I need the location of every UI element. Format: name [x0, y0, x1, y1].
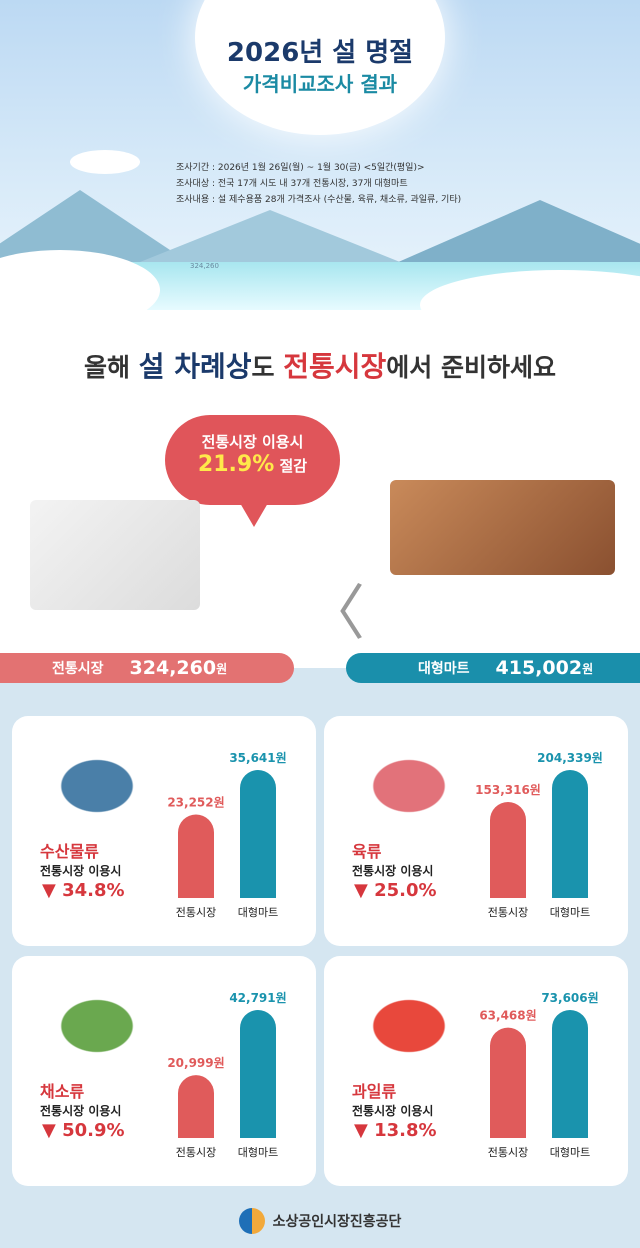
- footer: 소상공인시장진흥공단: [0, 1208, 640, 1234]
- org-logo: [238, 1208, 265, 1234]
- page-subtitle: 가격비교조사 결과: [242, 72, 398, 96]
- value-label: 73,606원: [541, 991, 598, 1005]
- category-name: 수산물류: [40, 842, 99, 861]
- page-title: 2026년 설 명절: [226, 38, 414, 68]
- category-note: 전통시장 이용시: [352, 1104, 434, 1118]
- mart-total: 대형마트 415,002 원: [346, 653, 640, 683]
- category-label: 전통시장: [488, 906, 528, 919]
- market-total: 전통시장 324,260 원: [0, 653, 294, 683]
- bar-mart: [240, 770, 276, 898]
- savings-percent: 21.9%: [197, 452, 275, 477]
- bar-market: [178, 814, 214, 898]
- category-name: 육류: [352, 842, 382, 861]
- category-label: 대형마트: [550, 1146, 590, 1159]
- org-name: 소상공인시장진흥공단: [272, 1214, 402, 1230]
- value-label: 20,999원: [167, 1056, 224, 1070]
- bar-market: [490, 801, 526, 898]
- category-label: 전통시장: [488, 1146, 528, 1159]
- category-note: 전통시장 이용시: [352, 864, 434, 878]
- market-value: 324,260: [129, 657, 217, 679]
- value-label: 63,468원: [479, 1009, 536, 1023]
- category-name: 과일류: [352, 1082, 397, 1101]
- mart-value: 415,002: [495, 657, 583, 679]
- value-label: 42,791원: [229, 991, 286, 1005]
- survey-content: 조사내용 : 설 제수용품 28개 가격조사 (수산물, 육류, 채소류, 과일…: [176, 195, 462, 205]
- category-label: 대형마트: [238, 906, 278, 919]
- savings-bubble: 전통시장 이용시 21.9% 절감: [165, 415, 340, 527]
- hero-banner: 2026년 설 명절 가격비교조사 결과 조사기간 : 2026년 1월 26일…: [0, 0, 640, 310]
- category-note: 전통시장 이용시: [40, 864, 122, 878]
- value-label: 23,252원: [167, 795, 224, 809]
- bar-market: [178, 1075, 214, 1138]
- category-label: 대형마트: [238, 1146, 278, 1159]
- mountain: [380, 200, 640, 270]
- fruit-icon: [354, 986, 464, 1066]
- cloud: [70, 150, 140, 174]
- mart-illustration: [390, 480, 615, 575]
- category-change: ▼ 34.8%: [42, 880, 125, 901]
- mountain: [120, 210, 420, 270]
- category-name: 채소류: [40, 1082, 85, 1101]
- bar-mart: [552, 1010, 588, 1138]
- bar-mart: [552, 770, 588, 898]
- category-label: 전통시장: [176, 1146, 216, 1159]
- survey-info: 조사기간 : 2026년 1월 26일(월) ~ 1월 30(금) <5일간(평…: [176, 160, 461, 208]
- market-label: 전통시장: [52, 661, 104, 677]
- category-label: 대형마트: [550, 906, 590, 919]
- survey-target: 조사대상 : 전국 17개 시도 내 37개 전통시장, 37개 대형마트: [176, 179, 408, 189]
- vegetable-icon: [42, 986, 152, 1066]
- bubble-text: 전통시장 이용시: [201, 433, 304, 451]
- survey-period: 조사기간 : 2026년 1월 26일(월) ~ 1월 30(금) <5일간(평…: [176, 163, 425, 173]
- category-label: 전통시장: [176, 906, 216, 919]
- meat-icon: [354, 746, 464, 826]
- category-change: ▼ 50.9%: [42, 1120, 125, 1141]
- savings-suffix: 절감: [274, 457, 308, 475]
- category-note: 전통시장 이용시: [40, 1104, 122, 1118]
- value-label: 153,316원: [475, 783, 541, 797]
- faint-number: 324,260: [190, 262, 219, 270]
- unit: 원: [216, 661, 228, 676]
- category-change: ▼ 25.0%: [354, 880, 437, 901]
- value-label: 204,339원: [537, 751, 603, 765]
- bar-mart: [240, 1010, 276, 1138]
- value-label: 35,641원: [229, 751, 286, 765]
- less-than-icon: 〈: [305, 579, 365, 649]
- unit: 원: [582, 661, 594, 676]
- mart-label: 대형마트: [418, 661, 470, 677]
- category-change: ▼ 13.8%: [354, 1120, 437, 1141]
- fish-icon: [42, 746, 152, 826]
- market-illustration: [30, 500, 200, 610]
- bar-market: [490, 1027, 526, 1138]
- headline: 올해 설 차례상도 전통시장에서 준비하세요: [84, 350, 556, 383]
